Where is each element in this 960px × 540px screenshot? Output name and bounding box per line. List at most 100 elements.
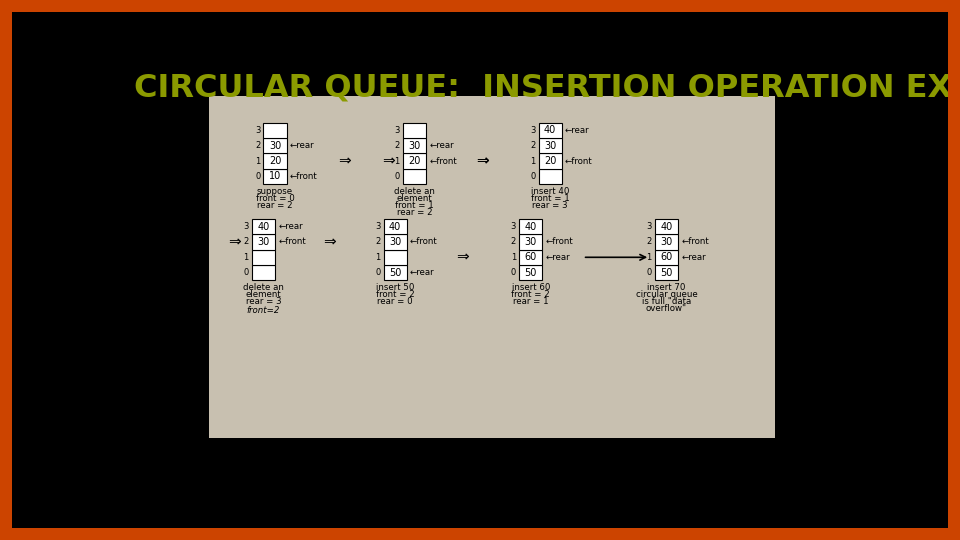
Bar	[539, 123, 562, 138]
Text: 3: 3	[255, 126, 260, 135]
Text: 40: 40	[389, 221, 401, 232]
Bar	[519, 265, 542, 280]
Text: ←front: ←front	[278, 238, 306, 246]
Text: ⇒: ⇒	[382, 153, 396, 168]
Text: 2: 2	[395, 141, 399, 150]
Text: delete an: delete an	[394, 187, 435, 196]
Bar	[655, 219, 678, 234]
Text: insert 60: insert 60	[512, 284, 550, 293]
Text: 3: 3	[646, 222, 652, 231]
Text: overflow": overflow"	[646, 304, 687, 313]
Text: 3: 3	[395, 126, 399, 135]
Text: ←front: ←front	[545, 238, 573, 246]
Text: element: element	[246, 291, 281, 299]
Text: 2: 2	[244, 238, 249, 246]
Bar	[263, 153, 287, 168]
Text: CIRCULAR QUEUE:  INSERTION OPERATION EXPLAINED: CIRCULAR QUEUE: INSERTION OPERATION EXPL…	[134, 72, 960, 103]
Bar	[519, 234, 542, 249]
Text: rear = 1: rear = 1	[513, 298, 548, 306]
Text: 3: 3	[511, 222, 516, 231]
Bar	[252, 249, 275, 265]
Bar	[383, 265, 407, 280]
Text: 1: 1	[395, 157, 399, 166]
Text: 1: 1	[646, 253, 652, 262]
Text: front = 1: front = 1	[531, 194, 569, 203]
Text: ⇒: ⇒	[476, 153, 489, 168]
Bar	[539, 153, 562, 168]
Bar	[655, 249, 678, 265]
Text: 1: 1	[375, 253, 380, 262]
Text: 3: 3	[243, 222, 249, 231]
Bar	[655, 265, 678, 280]
Text: ←rear: ←rear	[278, 222, 302, 231]
Text: rear = 3: rear = 3	[532, 201, 568, 210]
Text: delete an: delete an	[243, 284, 284, 293]
Text: ←front: ←front	[429, 157, 457, 166]
Text: rear = 3: rear = 3	[246, 298, 281, 306]
Text: suppose: suppose	[257, 187, 293, 196]
Text: 60: 60	[524, 252, 537, 262]
Text: 1: 1	[530, 157, 536, 166]
Text: ←rear: ←rear	[429, 141, 454, 150]
Text: 10: 10	[269, 172, 281, 181]
Text: 3: 3	[375, 222, 380, 231]
Bar	[383, 219, 407, 234]
Text: ⇒: ⇒	[338, 153, 351, 168]
Text: rear = 0: rear = 0	[377, 298, 413, 306]
Bar	[263, 123, 287, 138]
Text: 1: 1	[511, 253, 516, 262]
Bar	[403, 169, 426, 184]
Text: 30: 30	[660, 237, 673, 247]
Text: ←rear: ←rear	[410, 268, 435, 277]
Text: 0: 0	[530, 172, 536, 181]
Text: 0: 0	[375, 268, 380, 277]
Text: ←front: ←front	[681, 238, 708, 246]
Bar	[539, 138, 562, 153]
Text: front=2: front=2	[247, 306, 280, 315]
Text: 30: 30	[544, 140, 556, 151]
Text: ←front: ←front	[290, 172, 318, 181]
Text: rear = 2: rear = 2	[257, 201, 293, 210]
Text: 0: 0	[244, 268, 249, 277]
Text: front = 2: front = 2	[512, 291, 550, 299]
Text: insert 50: insert 50	[376, 284, 415, 293]
Bar	[539, 169, 562, 184]
Bar	[252, 219, 275, 234]
Text: 2: 2	[255, 141, 260, 150]
Text: 0: 0	[511, 268, 516, 277]
Text: 30: 30	[269, 140, 281, 151]
Text: 40: 40	[544, 125, 556, 135]
Text: 0: 0	[255, 172, 260, 181]
Text: 30: 30	[389, 237, 401, 247]
Text: 50: 50	[660, 268, 673, 278]
Text: 30: 30	[257, 237, 270, 247]
Text: circular queue: circular queue	[636, 291, 697, 299]
Text: 0: 0	[646, 268, 652, 277]
Bar	[383, 249, 407, 265]
Text: is full "data: is full "data	[641, 298, 691, 306]
Text: 1: 1	[244, 253, 249, 262]
Text: ⇒: ⇒	[457, 250, 469, 265]
Text: 50: 50	[389, 268, 401, 278]
Text: 2: 2	[375, 238, 380, 246]
Text: 20: 20	[408, 156, 420, 166]
Text: ←rear: ←rear	[564, 126, 589, 135]
Text: 3: 3	[530, 126, 536, 135]
Bar	[403, 138, 426, 153]
Text: 30: 30	[524, 237, 537, 247]
Text: ←front: ←front	[564, 157, 592, 166]
Text: 20: 20	[544, 156, 556, 166]
Bar	[519, 249, 542, 265]
Text: 50: 50	[524, 268, 537, 278]
Bar	[263, 169, 287, 184]
Bar	[403, 153, 426, 168]
Text: ←rear: ←rear	[545, 253, 570, 262]
Text: 2: 2	[530, 141, 536, 150]
Text: 60: 60	[660, 252, 673, 262]
Text: 0: 0	[395, 172, 399, 181]
Text: 1: 1	[255, 157, 260, 166]
Text: 40: 40	[524, 221, 537, 232]
Bar	[252, 265, 275, 280]
Bar	[209, 96, 775, 438]
Text: element: element	[396, 194, 432, 203]
